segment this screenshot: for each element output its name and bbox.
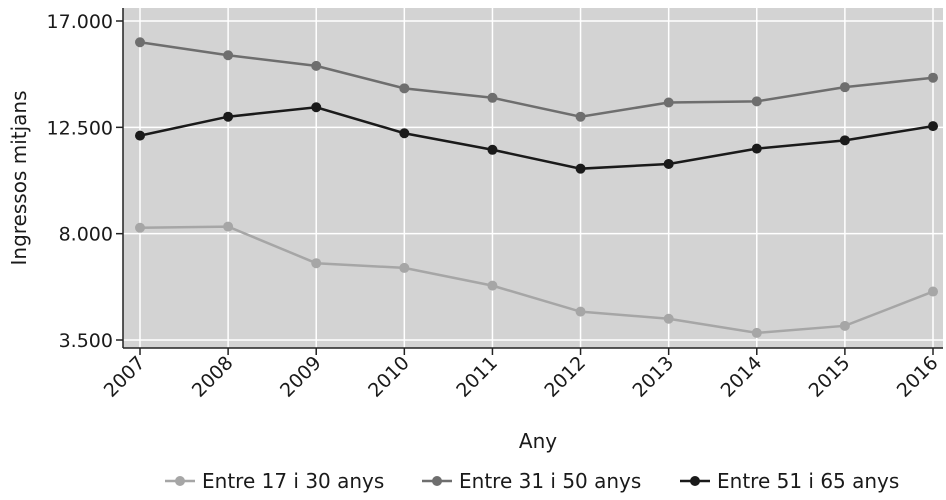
series-2-point	[663, 97, 674, 108]
x-tick-label: 2012	[540, 352, 590, 402]
series-lines	[135, 37, 938, 338]
x-tick-label: 2013	[628, 352, 678, 402]
x-tick-label: 2011	[452, 352, 502, 402]
series-1-point	[839, 320, 850, 331]
series-3-point	[311, 102, 322, 113]
series-2-point	[839, 82, 850, 93]
series-2-point	[928, 72, 938, 83]
x-tick-label: 2007	[100, 352, 150, 402]
series-1-point	[223, 221, 234, 232]
x-tick-label: 2009	[276, 352, 326, 402]
series-2-point	[135, 37, 145, 48]
y-tick-label: 12.500	[47, 117, 113, 139]
series-3-point	[575, 163, 586, 174]
axes	[116, 8, 943, 355]
series-1-point	[751, 327, 762, 338]
y-tick-label: 8.000	[59, 224, 113, 246]
legend-marker-2	[432, 476, 442, 486]
legend-marker-3	[690, 476, 700, 486]
series-line-2	[139, 41, 934, 118]
x-tick-label: 2010	[364, 352, 414, 402]
legend: Entre 17 i 30 anys Entre 31 i 50 anys Entr…	[165, 469, 899, 493]
series-2-point	[575, 111, 586, 122]
series-2-point	[223, 50, 234, 61]
series-1-point	[575, 306, 586, 317]
y-tick-label: 3.500	[59, 330, 113, 352]
series-1-point	[487, 280, 498, 291]
series-3-point	[928, 121, 938, 132]
plot-area	[123, 8, 943, 348]
series-1-point	[399, 262, 410, 273]
legend-label-2: Entre 31 i 50 anys	[459, 469, 641, 493]
series-3-point	[223, 111, 234, 122]
series-3-point	[751, 143, 762, 154]
series-2-point	[399, 83, 410, 94]
series-3-point	[839, 135, 850, 146]
series-1-point	[928, 286, 938, 297]
x-axis-title: Any	[519, 429, 557, 453]
series-3-point	[399, 128, 410, 139]
x-tick-label: 2016	[893, 352, 943, 402]
series-1-point	[311, 258, 322, 269]
y-axis-title: Ingressos mitjans	[7, 91, 31, 266]
series-line-1	[139, 225, 934, 335]
legend-label-1: Entre 17 i 30 anys	[202, 469, 384, 493]
x-tick-label: 2008	[188, 352, 238, 402]
x-tick-label: 2014	[717, 352, 767, 402]
legend-label-3: Entre 51 i 65 anys	[717, 469, 899, 493]
series-2-point	[751, 96, 762, 107]
legend-marker-1	[175, 476, 185, 486]
series-3-point	[487, 144, 498, 155]
series-3-point	[135, 130, 145, 141]
series-1-point	[663, 313, 674, 324]
series-line-3	[139, 105, 934, 170]
series-2-point	[311, 60, 322, 71]
x-tick-label: 2015	[805, 352, 855, 402]
series-1-point	[135, 222, 145, 233]
series-3-point	[663, 158, 674, 169]
y-tick-label: 17.000	[47, 11, 113, 33]
series-2-point	[487, 92, 498, 103]
